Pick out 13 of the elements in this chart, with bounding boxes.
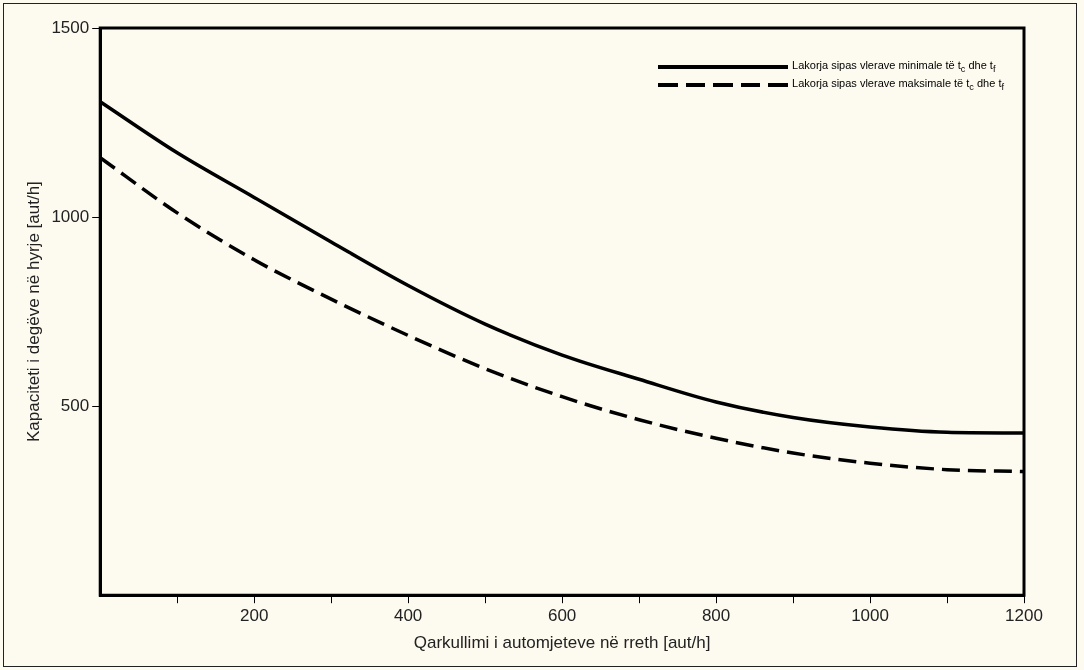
x-tick-label: 800: [701, 606, 731, 626]
y-tick-label: 500: [60, 395, 90, 415]
x-axis-title: Qarkullimi i automjeteve në rreth [aut/h]: [413, 633, 711, 653]
x-tick-label: 200: [239, 606, 269, 626]
y-axis-title: Kapaciteti i degëve në hyrje [aut/h]: [23, 181, 43, 443]
x-tick-label: 1200: [1005, 606, 1043, 626]
x-tick-label: 600: [547, 606, 577, 626]
x-tick-label: 1000: [851, 606, 889, 626]
x-tick-label: 400: [393, 606, 423, 626]
y-tick-label: 1000: [51, 206, 90, 226]
legend-label: Lakorja sipas vlerave minimale të t$_{c}$ dhe t$_{f}$: [792, 58, 996, 77]
y-tick-label: 1500: [51, 17, 90, 37]
legend-label: Lakorja sipas vlerave maksimale të t$_{c}$ dhe t$_{f}$: [792, 76, 1004, 95]
